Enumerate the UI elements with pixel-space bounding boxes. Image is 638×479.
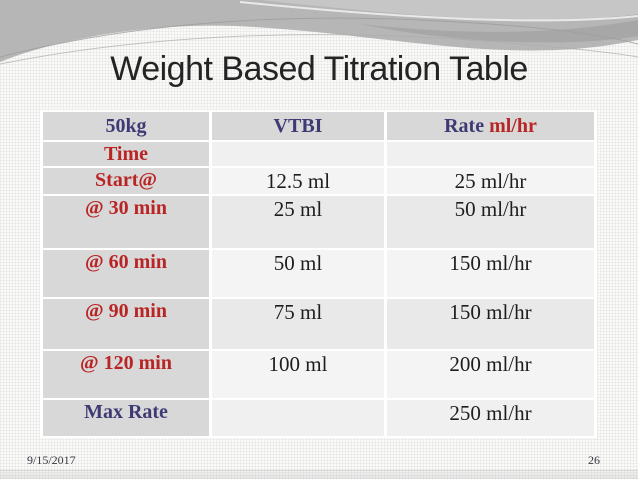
- bottom-band-decoration: [0, 470, 638, 479]
- row-label: Max Rate: [43, 400, 209, 436]
- page-title: Weight Based Titration Table: [110, 50, 528, 88]
- titration-table: 50kg VTBI Rate ml/hr Time Start@ 12.5 ml…: [40, 110, 597, 438]
- vtbi-cell: 12.5 ml: [212, 168, 384, 194]
- vtbi-cell: 100 ml: [212, 351, 384, 398]
- vtbi-cell: [212, 400, 384, 436]
- header-vtbi: VTBI: [212, 112, 384, 140]
- table-row: @ 120 min 100 ml 200 ml/hr: [43, 351, 594, 398]
- header-weight: 50kg: [43, 112, 209, 140]
- table-row: @ 30 min 25 ml 50 ml/hr: [43, 196, 594, 248]
- row-label: @ 30 min: [43, 196, 209, 248]
- header-rate-unit: ml/hr: [484, 115, 537, 137]
- rate-cell: 25 ml/hr: [387, 168, 594, 194]
- header-rate: Rate ml/hr: [387, 112, 594, 140]
- row-label: @ 120 min: [43, 351, 209, 398]
- vtbi-cell: 50 ml: [212, 250, 384, 297]
- row-label: Time: [43, 142, 209, 166]
- rate-cell: 150 ml/hr: [387, 250, 594, 297]
- table-row: Max Rate 250 ml/hr: [43, 400, 594, 436]
- rate-cell: 150 ml/hr: [387, 299, 594, 349]
- vtbi-cell: 25 ml: [212, 196, 384, 248]
- row-label: @ 60 min: [43, 250, 209, 297]
- table-header-row: 50kg VTBI Rate ml/hr: [43, 112, 594, 140]
- footer-date: 9/15/2017: [27, 453, 76, 467]
- header-weight-label: 50kg: [105, 115, 147, 137]
- header-rate-word: Rate: [444, 115, 485, 137]
- footer-page-number: 26: [588, 453, 600, 467]
- table-row: @ 60 min 50 ml 150 ml/hr: [43, 250, 594, 297]
- rate-cell: 50 ml/hr: [387, 196, 594, 248]
- vtbi-cell: [212, 142, 384, 166]
- header-vtbi-label: VTBI: [273, 115, 323, 137]
- table-row: Start@ 12.5 ml 25 ml/hr: [43, 168, 594, 194]
- row-label: Start@: [43, 168, 209, 194]
- table-row: @ 90 min 75 ml 150 ml/hr: [43, 299, 594, 349]
- rate-cell: 250 ml/hr: [387, 400, 594, 436]
- rate-cell: 200 ml/hr: [387, 351, 594, 398]
- vtbi-cell: 75 ml: [212, 299, 384, 349]
- table-row: Time: [43, 142, 594, 166]
- row-label: @ 90 min: [43, 299, 209, 349]
- titration-table-body: Time Start@ 12.5 ml 25 ml/hr @ 30 min 25…: [43, 142, 594, 436]
- rate-cell: [387, 142, 594, 166]
